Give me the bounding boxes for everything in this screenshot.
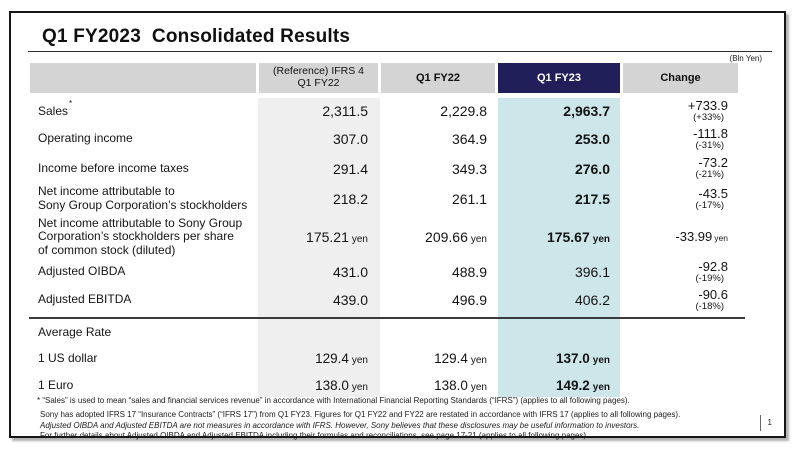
table-row-net-income: Net income attributable to Sony Group Co…	[30, 183, 738, 215]
cell-fy23: 253.0	[574, 131, 610, 147]
cell-fy23: 217.5	[574, 191, 610, 207]
row-label: Operating income	[38, 131, 133, 146]
footnote-marker: *	[69, 99, 73, 109]
row-label: Income before income taxes	[38, 160, 189, 175]
table-row-adjusted-oibda: Adjusted OIBDA 431.0 488.9 396.1 -92.8 (-…	[30, 259, 738, 285]
cell-fy23: 137.0 yen	[555, 351, 610, 366]
section-divider	[29, 317, 745, 319]
row-label: Net income attributable to Sony Group Co…	[38, 184, 248, 212]
cell-fy22: 129.4 yen	[434, 351, 487, 366]
row-label: Net income attributable to Sony Group Co…	[38, 215, 243, 257]
slide: Q1 FY2023 Consolidated Results (Bln Yen)…	[9, 11, 786, 440]
title-underline	[28, 51, 772, 52]
cell-reference: 2,311.5	[322, 103, 368, 119]
row-label: Sales*	[38, 99, 73, 119]
header-q1-fy22: Q1 FY22	[381, 63, 495, 93]
cell-reference: 138.0 yen	[315, 378, 368, 393]
header-q1-fy23: Q1 FY23	[498, 63, 620, 93]
cell-reference: 218.2	[332, 191, 368, 207]
table-body: Sales* 2,311.5 2,229.8 2,963.7 +733.9 (+3…	[29, 98, 745, 399]
cell-reference: 175.21 yen	[306, 229, 368, 245]
cell-reference: 307.0	[332, 131, 368, 147]
table-header-row: (Reference) IFRS 4 Q1 FY22 Q1 FY22 Q1 FY…	[30, 63, 738, 93]
cell-reference: 291.4	[332, 160, 368, 177]
unit-label: (Bln Yen)	[729, 54, 762, 63]
cell-change: -92.8 (-19%)	[695, 258, 728, 284]
cell-fy22: 488.9	[451, 264, 487, 280]
cell-change: -33.99 yen	[675, 228, 728, 244]
cell-reference: 129.4 yen	[315, 351, 368, 366]
cell-change: -90.6 (-18%)	[695, 286, 728, 312]
cell-fy23: 149.2 yen	[555, 378, 610, 393]
cell-reference: 431.0	[332, 264, 368, 280]
cell-fy23: 175.67 yen	[546, 229, 610, 245]
header-empty-cell	[30, 63, 256, 93]
footnote-oibda-disclaimer: Adjusted OIBDA and Adjusted EBITDA are n…	[40, 420, 640, 430]
cell-fy23: 396.1	[574, 264, 610, 280]
section-label: Average Rate	[38, 325, 112, 340]
table-row-income-before-taxes: Income before income taxes 291.4 349.3 2…	[30, 154, 738, 183]
cell-fy22: 138.0 yen	[434, 378, 487, 393]
row-label: Adjusted EBITDA	[38, 292, 132, 307]
cell-reference: 439.0	[332, 292, 368, 308]
cell-fy22: 209.66 yen	[425, 229, 487, 245]
cell-fy22: 349.3	[451, 160, 487, 177]
header-reference-ifrs4: (Reference) IFRS 4 Q1 FY22	[259, 63, 378, 93]
table-row-adjusted-ebitda: Adjusted EBITDA 439.0 496.9 406.2 -90.6(…	[30, 285, 738, 315]
cell-change: -73.2 (-21%)	[695, 155, 728, 181]
header-change: Change	[623, 63, 738, 93]
footnote-further-details: For further details about Adjusted OIBDA…	[40, 431, 589, 441]
row-label: 1 Euro	[38, 377, 74, 392]
results-table: (Reference) IFRS 4 Q1 FY22 Q1 FY22 Q1 FY…	[29, 63, 745, 399]
reference-column-background	[258, 98, 380, 397]
cell-fy23: 276.0	[574, 160, 610, 177]
cell-fy22: 2,229.8	[440, 103, 487, 119]
footnote-sales-definition: * “Sales” is used to mean “sales and fin…	[37, 396, 630, 405]
fy23-column-highlight	[498, 98, 620, 397]
cell-fy22: 261.1	[451, 191, 487, 207]
cell-fy23: 406.2	[574, 292, 610, 308]
cell-change: -111.8 (-31%)	[693, 125, 728, 151]
cell-change: -43.5 (-17%)	[695, 185, 728, 211]
footnote-ifrs17-adoption: Sony has adopted IFRS 17 “Insurance Cont…	[40, 410, 681, 420]
table-row-euro-rate: 1 Euro 138.0 yen 138.0 yen 149.2 yen	[30, 372, 738, 399]
table-row-operating-income: Operating income 307.0 364.9 253.0 -111.…	[30, 124, 738, 154]
table-row-us-dollar-rate: 1 US dollar 129.4 yen 129.4 yen 137.0 yen	[30, 345, 738, 372]
row-label: 1 US dollar	[38, 350, 98, 365]
row-label: Adjusted OIBDA	[38, 264, 126, 279]
footnotes: * “Sales” is used to mean “sales and fin…	[37, 396, 743, 442]
cell-fy22: 364.9	[451, 131, 487, 147]
table-row-sales: Sales* 2,311.5 2,229.8 2,963.7 +733.9 (+3…	[30, 98, 738, 124]
cell-change: +733.9 (+33%)	[687, 97, 728, 123]
page-title: Q1 FY2023 Consolidated Results	[42, 26, 351, 47]
table-row-average-rate-header: Average Rate	[30, 321, 738, 345]
cell-fy23: 2,963.7	[563, 103, 610, 119]
cell-fy22: 496.9	[451, 292, 487, 308]
page-number: 1	[759, 415, 774, 431]
table-row-net-income-per-share: Net income attributable to Sony Group Co…	[30, 215, 738, 259]
